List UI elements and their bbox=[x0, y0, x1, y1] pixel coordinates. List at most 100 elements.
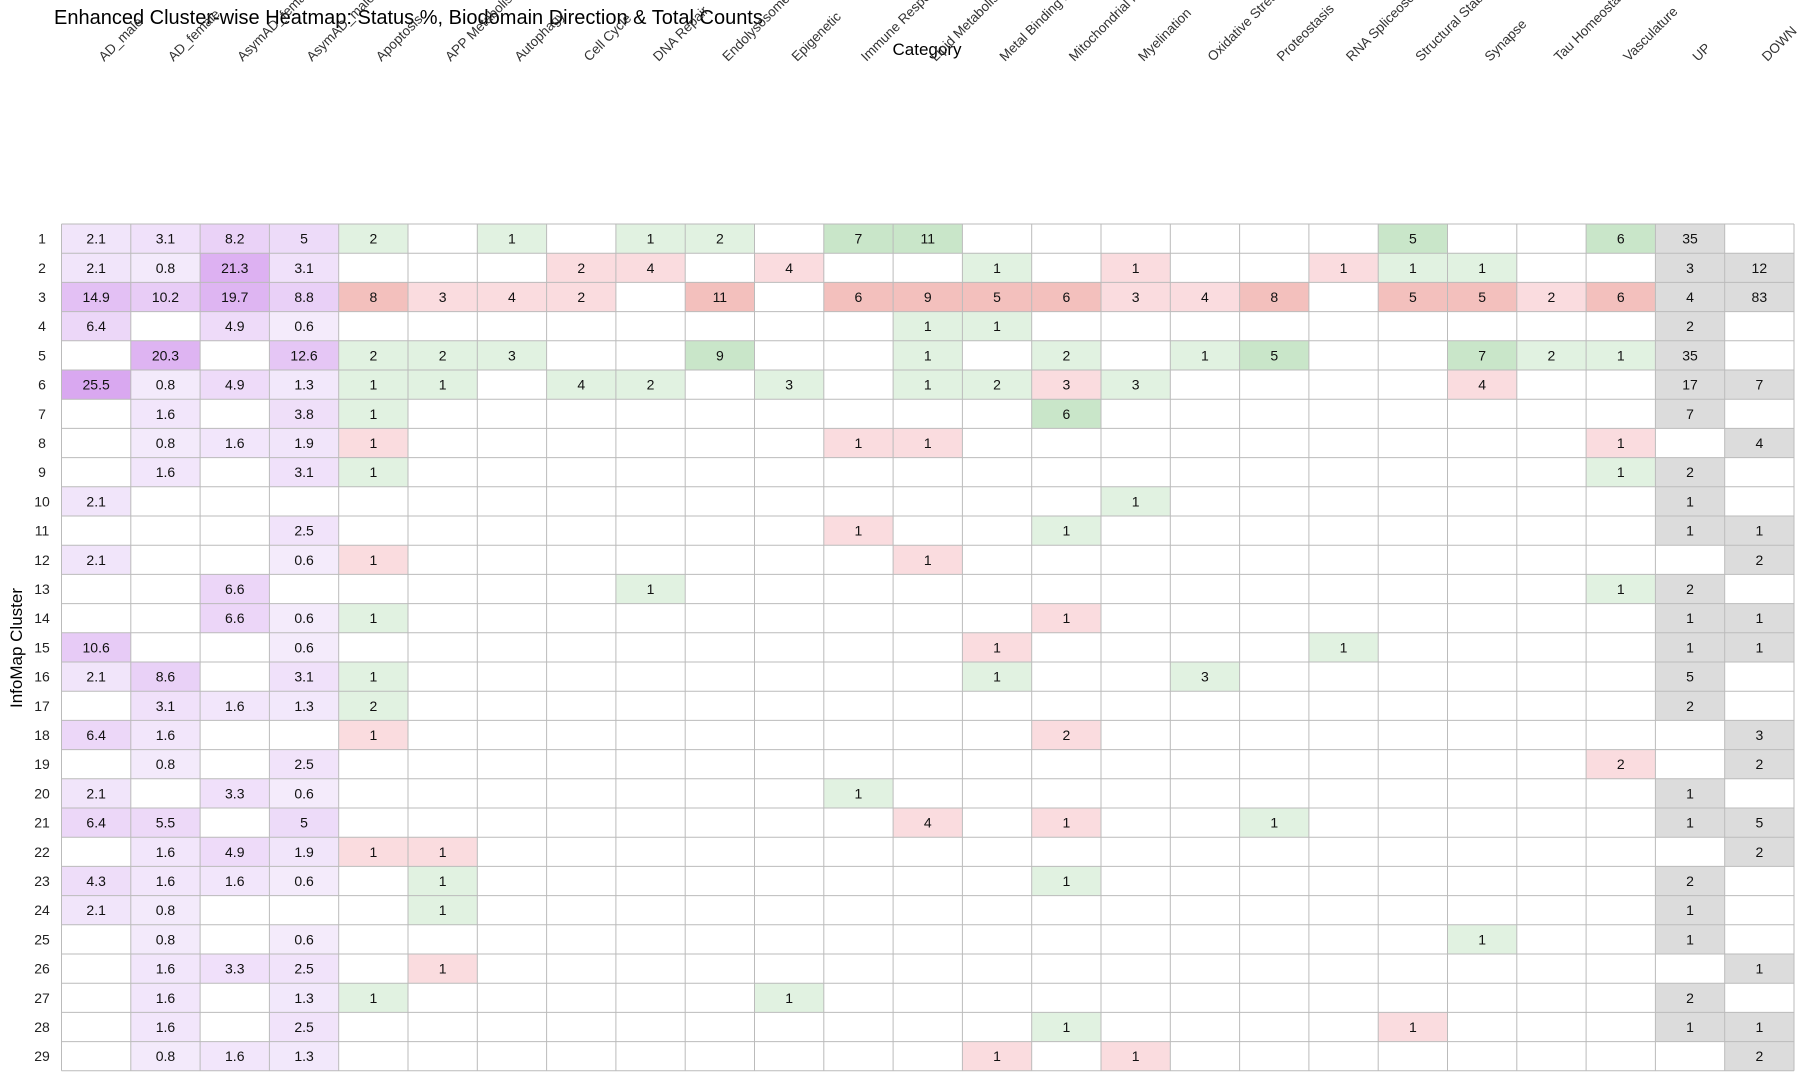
biodomain-cell-value: 1 bbox=[924, 347, 932, 363]
biodomain-up-cell bbox=[893, 340, 963, 370]
row-label: 29 bbox=[34, 1048, 50, 1064]
row-label: 8 bbox=[38, 435, 46, 451]
status-cell-value: 8.8 bbox=[294, 289, 314, 305]
status-cell bbox=[130, 691, 201, 721]
total-down-cell bbox=[1724, 603, 1794, 633]
status-cell bbox=[130, 662, 201, 692]
status-cell-value: 3.1 bbox=[294, 260, 314, 276]
biodomain-cell-value: 3 bbox=[1062, 377, 1070, 393]
status-cell-value: 1.9 bbox=[294, 435, 314, 451]
status-cell-value: 19.7 bbox=[221, 289, 248, 305]
biodomain-cell-value: 1 bbox=[1409, 1019, 1417, 1035]
status-cell bbox=[269, 808, 339, 838]
biodomain-cell-value: 6 bbox=[1617, 289, 1625, 305]
biodomain-up-cell bbox=[1031, 399, 1101, 429]
total-cell-value: 17 bbox=[1682, 377, 1698, 393]
status-cell-value: 10.2 bbox=[152, 289, 179, 305]
status-cell bbox=[200, 574, 270, 604]
biodomain-up-cell bbox=[962, 370, 1032, 400]
total-cell-value: 3 bbox=[1755, 727, 1763, 743]
row-label: 23 bbox=[34, 873, 50, 889]
biodomain-cell-value: 1 bbox=[369, 435, 377, 451]
total-up-cell bbox=[1655, 486, 1725, 516]
column-label: DOWN bbox=[1759, 23, 1800, 64]
status-cell bbox=[130, 370, 201, 400]
status-cell bbox=[130, 720, 201, 750]
status-cell bbox=[200, 837, 270, 867]
biodomain-up-cell bbox=[1516, 340, 1587, 370]
biodomain-cell-value: 11 bbox=[920, 231, 935, 247]
total-cell-value: 1 bbox=[1755, 1019, 1763, 1035]
total-cell-value: 2 bbox=[1686, 581, 1694, 597]
biodomain-up-cell bbox=[893, 370, 963, 400]
status-cell-value: 6.6 bbox=[225, 581, 245, 597]
status-cell bbox=[130, 282, 201, 312]
biodomain-cell-value: 4 bbox=[924, 815, 932, 831]
column-label: UP bbox=[1690, 40, 1714, 64]
biodomain-up-cell bbox=[1031, 1012, 1101, 1042]
biodomain-down-cell bbox=[1378, 282, 1448, 312]
biodomain-cell-value: 1 bbox=[1201, 347, 1209, 363]
total-up-cell bbox=[1655, 603, 1725, 633]
status-cell-value: 12.6 bbox=[290, 347, 317, 363]
total-down-cell bbox=[1724, 516, 1794, 546]
biodomain-cell-value: 1 bbox=[993, 639, 1001, 655]
status-cell-value: 4.3 bbox=[86, 873, 106, 889]
status-cell-value: 14.9 bbox=[83, 289, 110, 305]
biodomain-cell-value: 3 bbox=[785, 377, 793, 393]
biodomain-cell-value: 1 bbox=[439, 844, 447, 860]
status-cell-value: 0.6 bbox=[294, 610, 314, 626]
status-cell bbox=[269, 282, 339, 312]
biodomain-down-cell bbox=[615, 253, 686, 283]
status-cell-value: 10.6 bbox=[83, 639, 110, 655]
biodomain-cell-value: 1 bbox=[1478, 931, 1486, 947]
biodomain-up-cell bbox=[1170, 662, 1240, 692]
row-label: 17 bbox=[34, 698, 50, 714]
biodomain-up-cell bbox=[962, 311, 1032, 341]
status-cell-value: 0.6 bbox=[294, 873, 314, 889]
status-cell-value: 5 bbox=[300, 815, 308, 831]
total-down-cell bbox=[1724, 1012, 1794, 1042]
total-cell-value: 2 bbox=[1686, 873, 1694, 889]
status-cell-value: 1.6 bbox=[156, 873, 176, 889]
biodomain-up-cell bbox=[1239, 340, 1309, 370]
y-axis-title: InfoMap Cluster bbox=[7, 588, 26, 708]
status-cell bbox=[269, 603, 339, 633]
biodomain-cell-value: 3 bbox=[1201, 669, 1209, 685]
status-cell bbox=[130, 808, 201, 838]
status-cell bbox=[269, 983, 339, 1013]
total-cell-value: 7 bbox=[1686, 406, 1694, 422]
biodomain-up-cell bbox=[962, 253, 1032, 283]
status-cell-value: 21.3 bbox=[221, 260, 248, 276]
biodomain-up-cell bbox=[893, 224, 963, 254]
biodomain-up-cell bbox=[1308, 632, 1379, 662]
status-cell bbox=[61, 720, 131, 750]
biodomain-up-cell bbox=[1586, 340, 1656, 370]
total-cell-value: 1 bbox=[1686, 931, 1694, 947]
status-cell-value: 1.6 bbox=[156, 961, 176, 977]
biodomain-cell-value: 1 bbox=[369, 464, 377, 480]
status-cell-value: 1.9 bbox=[294, 844, 314, 860]
total-up-cell bbox=[1655, 983, 1725, 1013]
biodomain-up-cell bbox=[477, 340, 547, 370]
row-label: 28 bbox=[34, 1019, 50, 1035]
row-label: 18 bbox=[34, 727, 50, 743]
column-label: Synapse bbox=[1482, 16, 1530, 64]
row-label: 5 bbox=[38, 347, 46, 363]
status-cell bbox=[200, 778, 270, 808]
status-cell-value: 4.9 bbox=[225, 318, 245, 334]
status-cell bbox=[130, 253, 201, 283]
status-cell-value: 0.6 bbox=[294, 552, 314, 568]
status-cell-value: 3.1 bbox=[294, 464, 314, 480]
status-cell bbox=[61, 370, 131, 400]
biodomain-down-cell bbox=[338, 720, 408, 750]
status-cell bbox=[61, 808, 131, 838]
status-cell bbox=[130, 895, 201, 925]
biodomain-cell-value: 1 bbox=[369, 727, 377, 743]
biodomain-cell-value: 1 bbox=[439, 377, 447, 393]
biodomain-cell-value: 7 bbox=[855, 231, 863, 247]
biodomain-cell-value: 2 bbox=[993, 377, 1001, 393]
total-up-cell bbox=[1655, 778, 1725, 808]
status-cell-value: 2.5 bbox=[294, 961, 314, 977]
biodomain-cell-value: 1 bbox=[1478, 260, 1486, 276]
